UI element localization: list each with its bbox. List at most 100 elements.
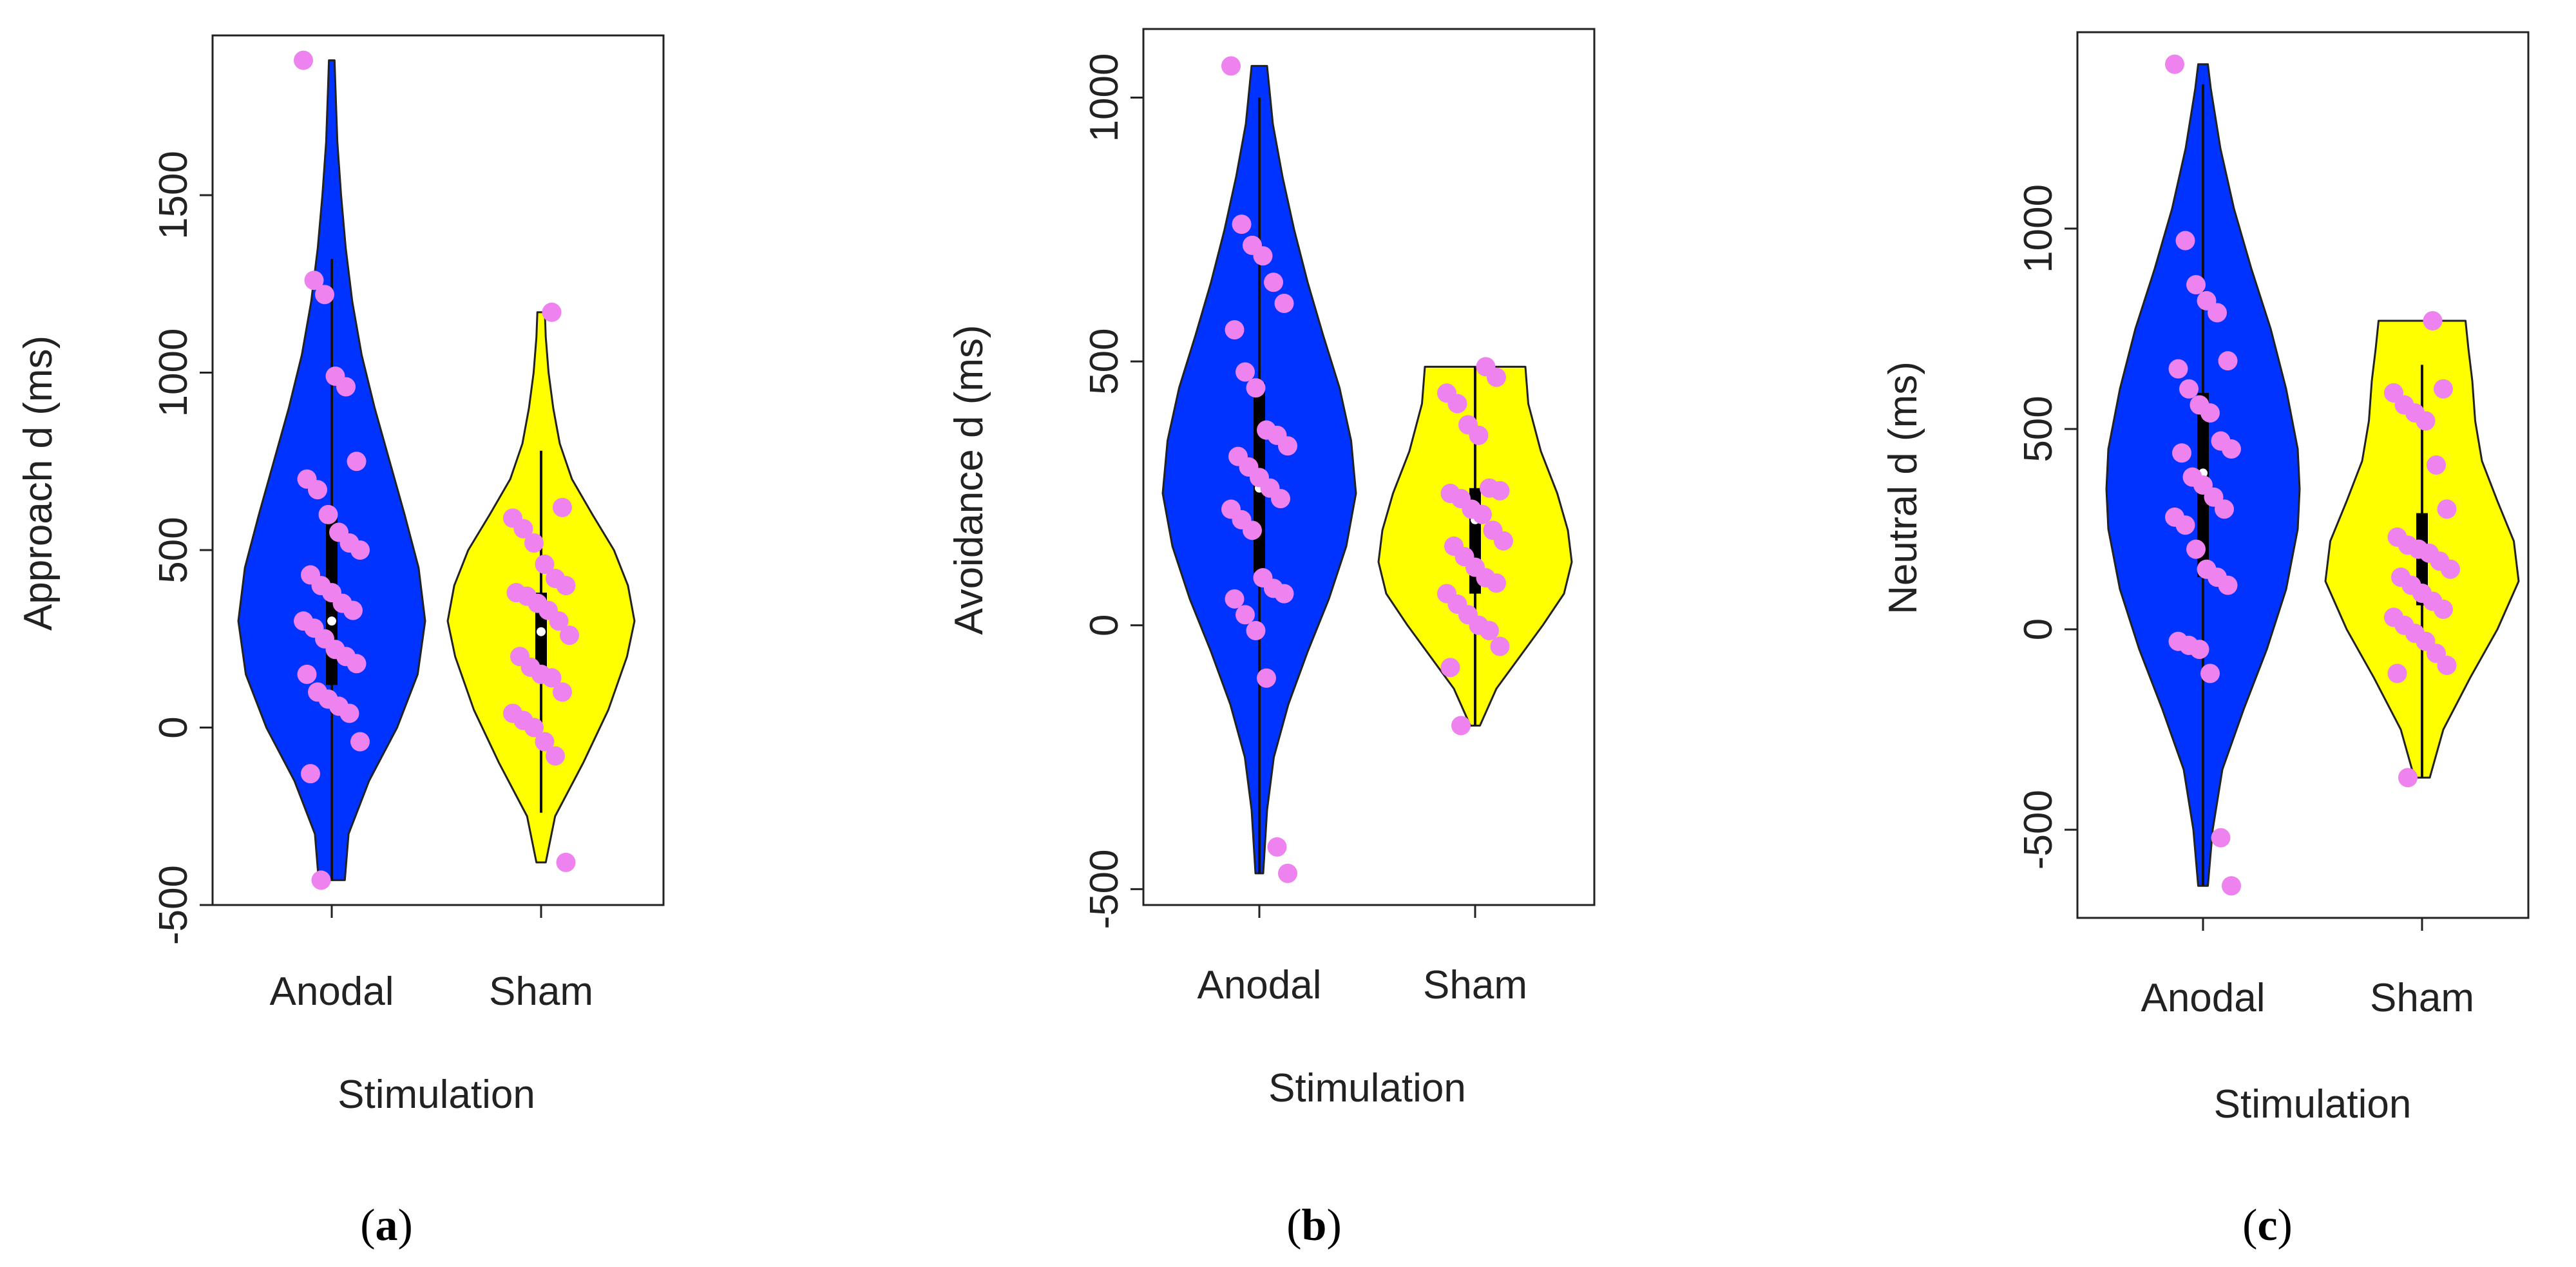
data-point [1271, 489, 1290, 509]
category-label: Sham [489, 969, 593, 1014]
plot-frame [211, 34, 665, 906]
data-point [1274, 294, 1294, 314]
panel-label-open-paren: ( [360, 1201, 375, 1250]
panel-label-close-paren: ) [398, 1201, 413, 1250]
data-point [1236, 362, 1255, 382]
data-point [1487, 573, 1506, 593]
panel-label-letter: c [2257, 1201, 2277, 1250]
data-point [2416, 411, 2436, 431]
data-point [2168, 359, 2188, 379]
y-tick-label: 500 [1082, 328, 1127, 394]
panel-label: (a) [360, 1201, 413, 1250]
data-point [1267, 837, 1287, 857]
plot-frame [2076, 31, 2530, 919]
data-point [535, 732, 555, 752]
panel-label: (b) [1286, 1201, 1342, 1250]
data-point [553, 497, 572, 517]
data-point [2200, 663, 2220, 683]
y-tick-label: 0 [2016, 618, 2061, 640]
data-point [524, 718, 544, 738]
y-axis-title: Avoidance d (ms) [947, 325, 991, 634]
data-point [301, 764, 320, 784]
plot-frame [1142, 28, 1596, 906]
panel-label-open-paren: ( [1286, 1201, 1301, 1250]
data-point [347, 654, 367, 674]
data-point [2434, 599, 2453, 619]
y-tick-label: 1500 [151, 151, 196, 240]
category-label: Anodal [2141, 976, 2265, 1020]
data-point [1494, 531, 1513, 551]
data-point [535, 555, 555, 575]
data-point [1447, 394, 1467, 414]
panel-label-open-paren: ( [2242, 1201, 2257, 1250]
data-point [2387, 663, 2407, 683]
category-label: Anodal [269, 969, 394, 1014]
data-point [1487, 367, 1506, 387]
data-point [1264, 272, 1283, 292]
data-point [1278, 863, 1297, 883]
data-point [556, 852, 576, 872]
data-point [2200, 403, 2220, 423]
data-point [556, 576, 576, 596]
data-point [2437, 656, 2457, 676]
category-label: Sham [1423, 963, 1527, 1007]
data-point [2218, 575, 2238, 595]
data-point [350, 732, 370, 752]
data-point [1232, 214, 1252, 234]
data-point [2208, 303, 2227, 323]
y-axis-title: Neutral d (ms) [1881, 361, 1925, 614]
data-point [513, 519, 533, 538]
data-point [1490, 481, 1510, 500]
data-point [304, 271, 324, 291]
panel-label-close-paren: ) [1326, 1201, 1341, 1250]
panel-label-letter: b [1302, 1201, 1327, 1250]
data-point [542, 668, 562, 688]
category-label: Sham [2370, 976, 2474, 1020]
data-point [1243, 520, 1262, 540]
data-point [2211, 828, 2231, 848]
y-tick-label: 0 [1082, 614, 1127, 636]
x-axis-title: Stimulation [1268, 1066, 1466, 1110]
data-point [1480, 620, 1499, 640]
data-point [2186, 539, 2206, 559]
data-point [2186, 274, 2206, 294]
data-point [2222, 439, 2241, 459]
data-point [2423, 310, 2443, 330]
y-tick-label: 0 [151, 716, 196, 738]
data-point [1253, 246, 1273, 266]
data-point [318, 504, 338, 524]
data-point [2398, 768, 2418, 788]
data-point [2427, 455, 2446, 475]
data-point [1221, 56, 1241, 76]
data-point [1451, 716, 1471, 736]
data-point [2190, 640, 2209, 660]
data-point [347, 452, 367, 472]
y-tick-label: 1000 [2016, 184, 2061, 273]
data-point [339, 703, 359, 723]
data-point [2437, 499, 2457, 519]
panel-label: (c) [2242, 1201, 2293, 1250]
y-tick-label: -500 [151, 865, 196, 945]
data-point [2218, 351, 2238, 371]
median-marker [327, 616, 336, 626]
y-tick-label: -500 [2016, 790, 2061, 870]
data-point [1257, 668, 1276, 688]
y-tick-label: 1000 [1082, 53, 1127, 142]
data-point [311, 870, 331, 890]
y-tick-label: 500 [2016, 395, 2061, 462]
data-point [542, 302, 562, 322]
data-point [343, 600, 363, 620]
data-point [2175, 231, 2195, 251]
data-point [1278, 436, 1297, 456]
data-point [553, 682, 572, 702]
data-point [2179, 379, 2199, 399]
data-point [1246, 378, 1266, 398]
panel-a: -500 0 500 1000 1500 Approach d (ms) Anodal Sha… [16, 34, 665, 1250]
data-point [2434, 379, 2453, 399]
data-point [1473, 504, 1492, 524]
data-point [2165, 54, 2184, 74]
data-point [524, 533, 544, 553]
panel-b: -500 0 500 1000 Avoidance d (ms) Anodal Sham St… [947, 28, 1596, 1250]
data-point [1225, 589, 1245, 609]
category-label: Anodal [1197, 963, 1321, 1007]
